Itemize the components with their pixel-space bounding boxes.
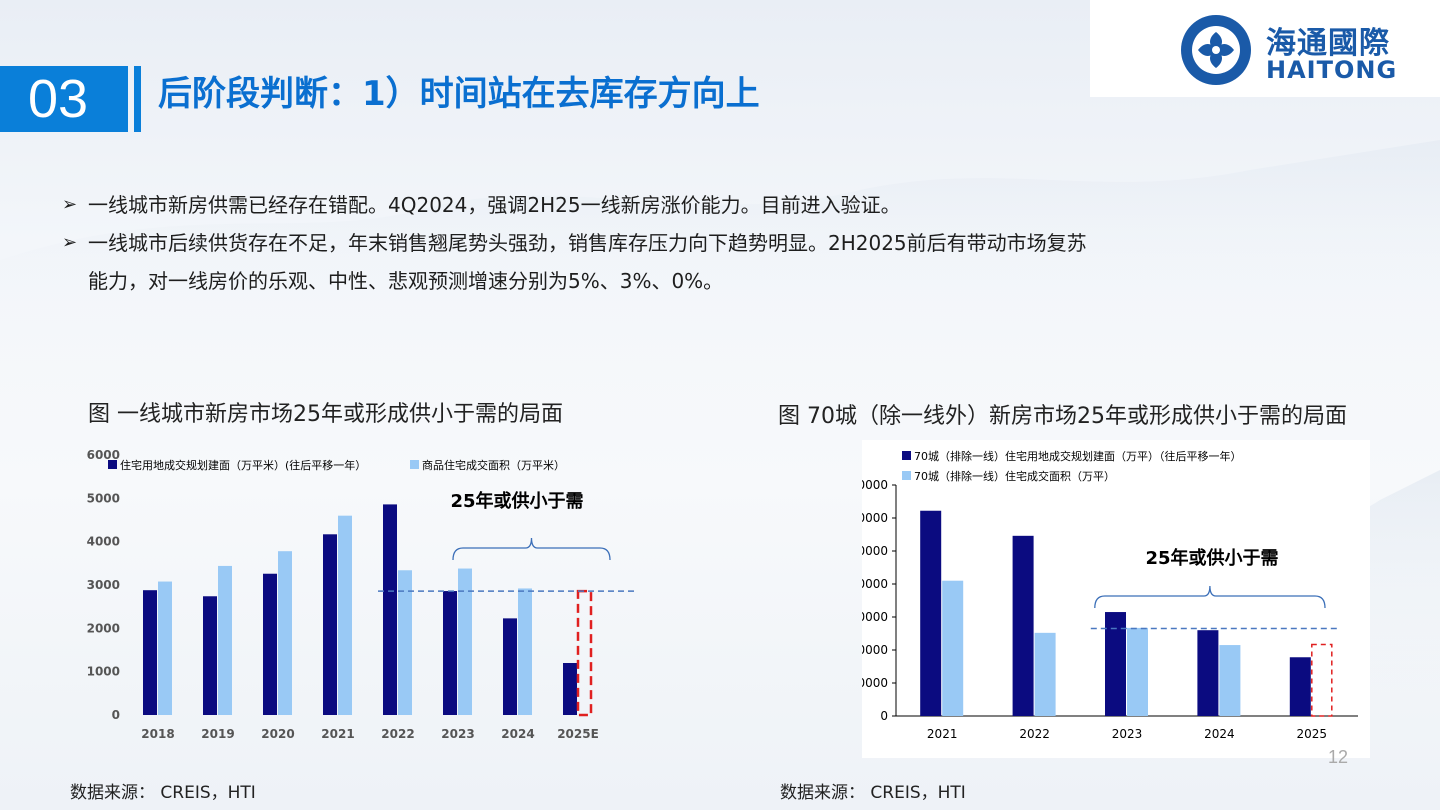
bar-sales <box>458 568 472 715</box>
page-number: 12 <box>1328 747 1349 767</box>
bar-sales <box>158 581 172 715</box>
y-tick-label: 1000 <box>87 665 120 679</box>
bar-supply <box>1289 657 1311 716</box>
logo-panel: 海通國際 HAITONG <box>1090 0 1440 97</box>
highlight-box <box>1311 643 1333 717</box>
highlight-box <box>576 589 593 717</box>
x-tick-label: 2019 <box>201 727 234 741</box>
bar-supply <box>443 591 457 715</box>
x-tick-label: 2024 <box>501 727 534 741</box>
logo-english-text: HAITONG <box>1266 56 1398 84</box>
annotation-label: 25年或供小于需 <box>1145 547 1278 569</box>
y-tick-label: 6000 <box>87 448 120 462</box>
x-tick-label: 2022 <box>381 727 414 741</box>
left-chart-caption: 图 一线城市新房市场25年或形成供小于需的局面 <box>88 402 563 427</box>
bar-supply <box>503 618 517 715</box>
bullet-list: ➢ 一线城市新房供需已经存在错配。4Q2024，强调2H25一线新房涨价能力。目… <box>62 186 1342 300</box>
y-tick-label: 10000 <box>862 676 888 690</box>
logo-chinese-text: 海通國際 <box>1266 26 1390 61</box>
legend-label: 住宅用地成交规划建面（万平米）(往后平移一年） <box>120 458 366 472</box>
x-tick-label: 2025 <box>1297 727 1328 741</box>
x-tick-label: 2023 <box>1112 727 1143 741</box>
legend-swatch <box>902 451 911 460</box>
legend-label: 商品住宅成交面积（万平米） <box>422 458 565 472</box>
bar-sales <box>218 565 232 715</box>
y-tick-label: 60000 <box>862 511 888 525</box>
right-chart-caption: 图 70城（除一线外）新房市场25年或形成供小于需的局面 <box>778 404 1347 429</box>
y-tick-label: 40000 <box>862 577 888 591</box>
bar-sales <box>1219 645 1241 716</box>
y-tick-label: 20000 <box>862 643 888 657</box>
legend-label: 70城（排除一线）住宅用地成交规划建面（万平）（往后平移一年） <box>914 449 1242 463</box>
y-tick-label: 4000 <box>87 535 120 549</box>
bar-supply <box>1197 630 1219 716</box>
bar-sales <box>338 515 352 715</box>
y-tick-label: 30000 <box>862 610 888 624</box>
x-tick-label: 2021 <box>321 727 354 741</box>
bullet-item: ➢ 一线城市新房供需已经存在错配。4Q2024，强调2H25一线新房涨价能力。目… <box>62 186 1342 224</box>
right-data-source: 数据来源： CREIS，HTI <box>780 783 966 803</box>
annotation-label: 25年或供小于需 <box>450 490 583 512</box>
section-number: 03 <box>0 66 128 132</box>
arrow-bullet-icon: ➢ <box>62 194 78 215</box>
bar-sales <box>942 580 964 716</box>
bar-sales <box>278 551 292 715</box>
x-tick-label: 2024 <box>1204 727 1235 741</box>
x-tick-label: 2020 <box>261 727 294 741</box>
bar-sales <box>398 570 412 715</box>
bar-supply <box>1105 612 1126 716</box>
x-tick-label: 2023 <box>441 727 474 741</box>
left-bar-chart: 0 1000 2000 3000 4000 5000 6000 2018 2019 2020 202… <box>87 448 635 741</box>
bar-sales <box>1127 627 1148 716</box>
x-tick-label: 2021 <box>927 727 958 741</box>
bar-supply <box>323 534 337 715</box>
haitong-logo-icon <box>1181 15 1251 85</box>
legend-swatch <box>108 460 117 469</box>
arrow-bullet-icon: ➢ <box>62 232 78 253</box>
y-tick-label: 0 <box>880 709 888 723</box>
x-tick-label: 2018 <box>141 727 174 741</box>
period-bracket <box>452 537 611 561</box>
bar-supply <box>203 596 217 715</box>
x-tick-label: 2022 <box>1019 727 1050 741</box>
bar-supply <box>563 663 577 715</box>
slide-title: 后阶段判断：1）时间站在去库存方向上 <box>158 74 760 114</box>
section-divider <box>134 66 141 132</box>
bar-supply <box>920 510 942 716</box>
legend-swatch <box>902 471 911 480</box>
bar-sales <box>518 588 532 715</box>
left-data-source: 数据来源： CREIS，HTI <box>70 783 256 803</box>
right-bar-chart: 0 10000 20000 30000 40000 50000 60000 70000 2021… <box>862 449 1358 741</box>
y-tick-label: 2000 <box>87 621 120 635</box>
bar-sales <box>1034 632 1056 716</box>
bullet-text: 能力，对一线房价的乐观、中性、悲观预测增速分别为5%、3%、0%。 <box>88 269 724 293</box>
bullet-text: 一线城市后续供货存在不足，年末销售翘尾势头强劲，销售库存压力向下趋势明显。2H2… <box>88 231 1087 255</box>
bar-supply <box>1012 535 1034 716</box>
bar-supply <box>143 590 157 715</box>
y-tick-label: 70000 <box>862 478 888 492</box>
bullet-text: 一线城市新房供需已经存在错配。4Q2024，强调2H25一线新房涨价能力。目前进… <box>88 193 901 217</box>
legend-swatch <box>410 460 419 469</box>
bar-supply <box>263 573 277 715</box>
period-bracket <box>1094 585 1326 609</box>
y-tick-label: 0 <box>112 708 120 722</box>
y-tick-label: 3000 <box>87 578 120 592</box>
bullet-continuation: 能力，对一线房价的乐观、中性、悲观预测增速分别为5%、3%、0%。 <box>62 262 1342 300</box>
bullet-item: ➢ 一线城市后续供货存在不足，年末销售翘尾势头强劲，销售库存压力向下趋势明显。2… <box>62 224 1342 262</box>
legend-label: 70城（排除一线）住宅成交面积（万平） <box>914 469 1115 483</box>
y-tick-label: 50000 <box>862 544 888 558</box>
y-tick-label: 5000 <box>87 491 120 505</box>
bar-supply <box>383 504 397 715</box>
x-tick-label: 2025E <box>557 727 599 741</box>
